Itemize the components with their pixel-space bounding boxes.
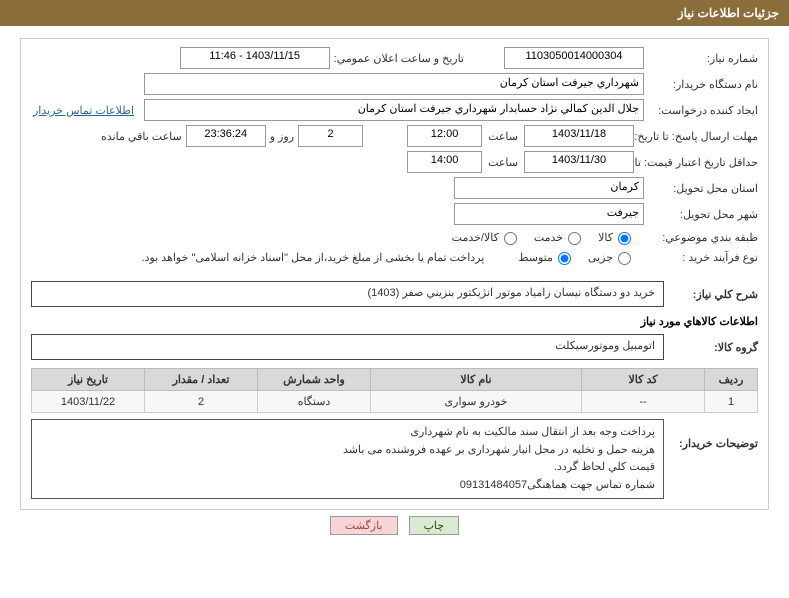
process-note: پرداخت تمام یا بخشی از مبلغ خرید،از محل … (142, 251, 485, 264)
cell-code: -- (582, 391, 705, 413)
need-desc-label: شرح كلي نياز: (668, 288, 758, 301)
category-label: طبقه بندي موضوعي: (648, 231, 758, 244)
delivery-province-label: استان محل تحويل: (648, 182, 758, 195)
delivery-province-value: كرمان (454, 177, 644, 199)
goods-group-label: گروه كالا: (668, 341, 758, 354)
remaining-label: ساعت باقي مانده (101, 130, 182, 143)
response-deadline-date: 1403/11/18 (524, 125, 634, 147)
buyer-org-label: نام دستگاه خريدار: (648, 78, 758, 91)
process-medium-text: متوسط (518, 251, 553, 264)
goods-group-value: اتومبيل وموتورسيكلت (31, 334, 664, 360)
delivery-city-value: جيرفت (454, 203, 644, 225)
back-button[interactable]: بازگشت (330, 516, 398, 535)
details-panel: شماره نياز: 1103050014000304 تاريخ و ساع… (20, 38, 769, 510)
table-row: 1 -- خودرو سواری دستگاه 2 1403/11/22 (32, 391, 758, 413)
th-row: رديف (705, 369, 758, 391)
announce-datetime-value: 1403/11/15 - 11:46 (180, 47, 330, 69)
cell-unit: دستگاه (258, 391, 371, 413)
th-code: كد كالا (582, 369, 705, 391)
response-deadline-label: مهلت ارسال پاسخ: تا تاريخ: (638, 130, 758, 143)
category-goods-radio[interactable] (618, 232, 631, 245)
category-service-radio[interactable] (568, 232, 581, 245)
days-remaining: 2 (298, 125, 363, 147)
cell-name: خودرو سواری (371, 391, 582, 413)
th-date: تاريخ نياز (32, 369, 145, 391)
need-number-value: 1103050014000304 (504, 47, 644, 69)
th-name: نام كالا (371, 369, 582, 391)
requester-label: ايجاد كننده درخواست: (648, 104, 758, 117)
goods-table: رديف كد كالا نام كالا واحد شمارش تعداد /… (31, 368, 758, 413)
buyer-contact-link[interactable]: اطلاعات تماس خريدار (33, 104, 134, 117)
min-validity-time: 14:00 (407, 151, 482, 173)
requester-value: جلال الدين كمالي نژاد حسابدار شهرداري جي… (144, 99, 644, 121)
need-desc-value: خريد دو دستگاه نيسان زامياد موتور انژيكت… (31, 281, 664, 307)
response-deadline-time: 12:00 (407, 125, 482, 147)
category-goods-text: كالا (598, 231, 613, 244)
th-unit: واحد شمارش (258, 369, 371, 391)
buyer-explain-label: توضيحات خريدار: (668, 419, 758, 499)
hour-label-1: ساعت (488, 130, 518, 143)
cell-date: 1403/11/22 (32, 391, 145, 413)
cell-row: 1 (705, 391, 758, 413)
process-type-label: نوع فرآیند خرید : (648, 251, 758, 264)
explain-line3: قيمت كلي لحاظ گردد. (40, 459, 655, 477)
th-qty: تعداد / مقدار (145, 369, 258, 391)
min-validity-date: 1403/11/30 (524, 151, 634, 173)
delivery-city-label: شهر محل تحويل: (648, 208, 758, 221)
process-small-radio[interactable] (618, 252, 631, 265)
announce-datetime-label: تاريخ و ساعت اعلان عمومي: (334, 52, 464, 65)
category-goods-service-text: كالا/خدمت (452, 231, 499, 244)
buyer-explain-box: پرداخت وجه بعد از انتقال سند مالکیت به ن… (31, 419, 664, 499)
min-validity-label: حداقل تاريخ اعتبار قيمت: تا تاريخ: (638, 156, 758, 169)
process-small-text: جزیی (588, 251, 613, 264)
days-and-label: روز و (270, 130, 294, 143)
goods-info-title: اطلاعات كالاهاي مورد نياز (31, 315, 758, 328)
need-number-label: شماره نياز: (648, 52, 758, 65)
cell-qty: 2 (145, 391, 258, 413)
hour-label-2: ساعت (488, 156, 518, 169)
category-service-text: خدمت (534, 231, 563, 244)
process-medium-radio[interactable] (558, 252, 571, 265)
explain-line4: شماره تماس جهت هماهنگی09131484057 (40, 477, 655, 495)
explain-line2: هزینه حمل و تخلیه در محل انبار شهرداری ب… (40, 442, 655, 460)
category-goods-service-radio[interactable] (504, 232, 517, 245)
explain-line1: پرداخت وجه بعد از انتقال سند مالکیت به ن… (40, 424, 655, 442)
panel-title: جزئيات اطلاعات نياز (0, 0, 789, 26)
buyer-org-value: شهرداري جيرفت استان كرمان (144, 73, 644, 95)
print-button[interactable]: چاپ (409, 516, 460, 535)
countdown-time: 23:36:24 (186, 125, 266, 147)
